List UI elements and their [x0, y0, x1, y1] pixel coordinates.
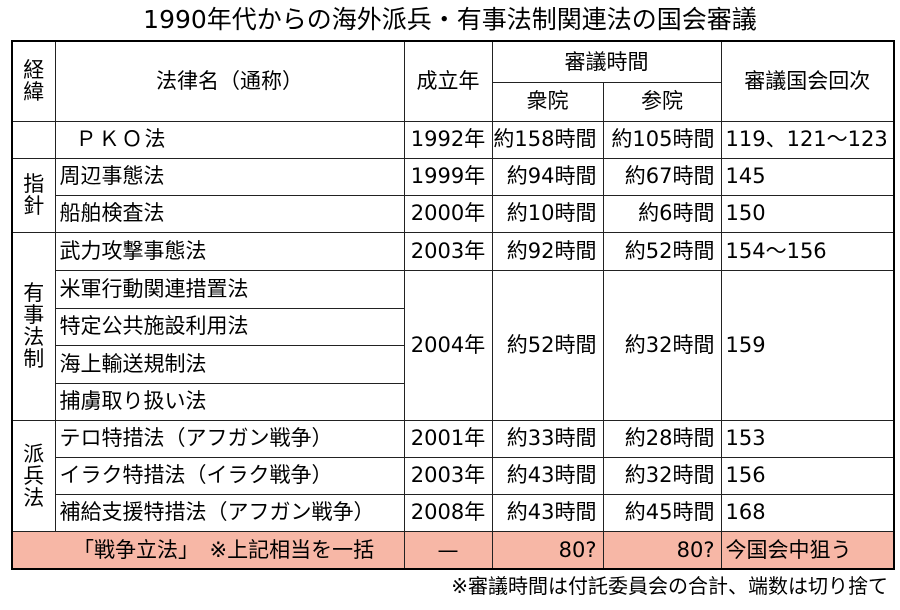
sessions: 今国会中狙う — [720, 530, 895, 570]
sessions: 154〜156 — [720, 231, 895, 271]
upper-house-time: 約52時間 — [602, 231, 722, 271]
sessions: 119、121〜123 — [720, 120, 895, 159]
sessions: 145 — [720, 157, 895, 196]
law-name: 海上輸送規制法 — [54, 344, 405, 384]
header-row: 経緯 法律名（通称） 成立年 審議時間 審議国会回次 — [11, 40, 895, 122]
year: 1999年 — [403, 157, 493, 196]
table-row: 補給支援特措法（アフガン戦争） 2008年 約43時間 約45時間 168 — [12, 493, 895, 532]
footnote: ※審議時間は付託委員会の合計、端数は切り捨て — [451, 574, 888, 598]
sessions: 150 — [720, 194, 895, 233]
year: 2003年 — [403, 231, 493, 271]
war-legislation-label: 「戦争立法」 ※上記相当を一括 — [11, 530, 405, 570]
law-debate-table: 経緯 法律名（通称） 成立年 審議時間 審議国会回次 衆院 参院 ＰＫＯ法 19… — [11, 40, 895, 570]
page-title: 1990年代からの海外派兵・有事法制関連法の国会審議 — [143, 5, 757, 34]
header-upper-house: 参院 — [602, 81, 722, 122]
lower-house-time: 約43時間 — [491, 456, 604, 495]
upper-house-time: 約67時間 — [602, 157, 722, 196]
upper-house-time: 約105時間 — [602, 120, 722, 159]
year: 2008年 — [403, 493, 493, 532]
header-law-name: 法律名（通称） — [54, 40, 405, 122]
upper-house-time: 80? — [602, 530, 722, 570]
law-name: ＰＫＯ法 — [54, 120, 405, 159]
header-subrow: 衆院 参院 — [12, 81, 894, 122]
category-empty — [11, 120, 56, 159]
law-name: テロ特措法（アフガン戦争） — [54, 419, 405, 458]
category-guidelines: 指針 — [11, 157, 56, 233]
table-row: 特定公共施設利用法 — [12, 307, 894, 346]
law-name: 特定公共施設利用法 — [54, 307, 405, 346]
header-debate-time: 審議時間 — [491, 40, 722, 83]
header-sessions: 審議国会回次 — [720, 40, 895, 122]
table-row: 派兵法 テロ特措法（アフガン戦争） 2001年 約33時間 約28時間 153 — [11, 419, 895, 532]
lower-house-time: 約43時間 — [491, 493, 604, 532]
category-emergency: 有事法制 — [11, 231, 56, 421]
law-name: 補給支援特措法（アフガン戦争） — [54, 493, 405, 532]
lower-house-time: 約92時間 — [491, 231, 604, 271]
lower-house-time: 約158時間 — [491, 120, 604, 159]
sessions: 168 — [720, 493, 895, 532]
sessions: 159 — [720, 269, 895, 421]
lower-house-time: 約94時間 — [491, 157, 604, 196]
lower-house-time: 約52時間 — [491, 269, 604, 421]
upper-house-time: 約32時間 — [602, 269, 722, 421]
year: — — [403, 530, 493, 570]
law-name: 周辺事態法 — [54, 157, 405, 196]
year: 2000年 — [403, 194, 493, 233]
category-dispatch: 派兵法 — [11, 419, 56, 532]
law-name: 捕虜取り扱い法 — [54, 382, 405, 421]
sessions: 156 — [720, 456, 895, 495]
law-name: 船舶検査法 — [54, 194, 405, 233]
sessions: 153 — [720, 419, 895, 458]
year: 1992年 — [403, 120, 493, 159]
header-lower-house: 衆院 — [491, 81, 604, 122]
lower-house-time: 約33時間 — [491, 419, 604, 458]
header-year: 成立年 — [403, 40, 493, 122]
header-category: 経緯 — [11, 40, 56, 122]
table-row: 有事法制 武力攻撃事態法 2003年 約92時間 約52時間 154〜156 — [11, 231, 895, 421]
year: 2001年 — [403, 419, 493, 458]
table-row: ＰＫＯ法 1992年 約158時間 約105時間 119、121〜123 — [11, 120, 895, 159]
upper-house-time: 約32時間 — [602, 456, 722, 495]
year: 2004年 — [403, 269, 493, 421]
table-row: 米軍行動関連措置法 2004年 約52時間 約32時間 159 — [12, 269, 895, 421]
law-name: イラク特措法（イラク戦争） — [54, 456, 405, 495]
highlight-row: 「戦争立法」 ※上記相当を一括 — 80? 80? 今国会中狙う — [11, 530, 895, 570]
year: 2003年 — [403, 456, 493, 495]
table-row: イラク特措法（イラク戦争） 2003年 約43時間 約32時間 156 — [12, 456, 895, 495]
lower-house-time: 約10時間 — [491, 194, 604, 233]
law-name: 武力攻撃事態法 — [54, 231, 405, 271]
upper-house-time: 約28時間 — [602, 419, 722, 458]
table-row: 指針 周辺事態法 1999年 約94時間 約67時間 145 — [11, 157, 895, 233]
upper-house-time: 約45時間 — [602, 493, 722, 532]
lower-house-time: 80? — [491, 530, 604, 570]
law-name: 米軍行動関連措置法 — [54, 269, 405, 309]
upper-house-time: 約6時間 — [602, 194, 722, 233]
table-row: 船舶検査法 2000年 約10時間 約6時間 150 — [12, 194, 895, 233]
